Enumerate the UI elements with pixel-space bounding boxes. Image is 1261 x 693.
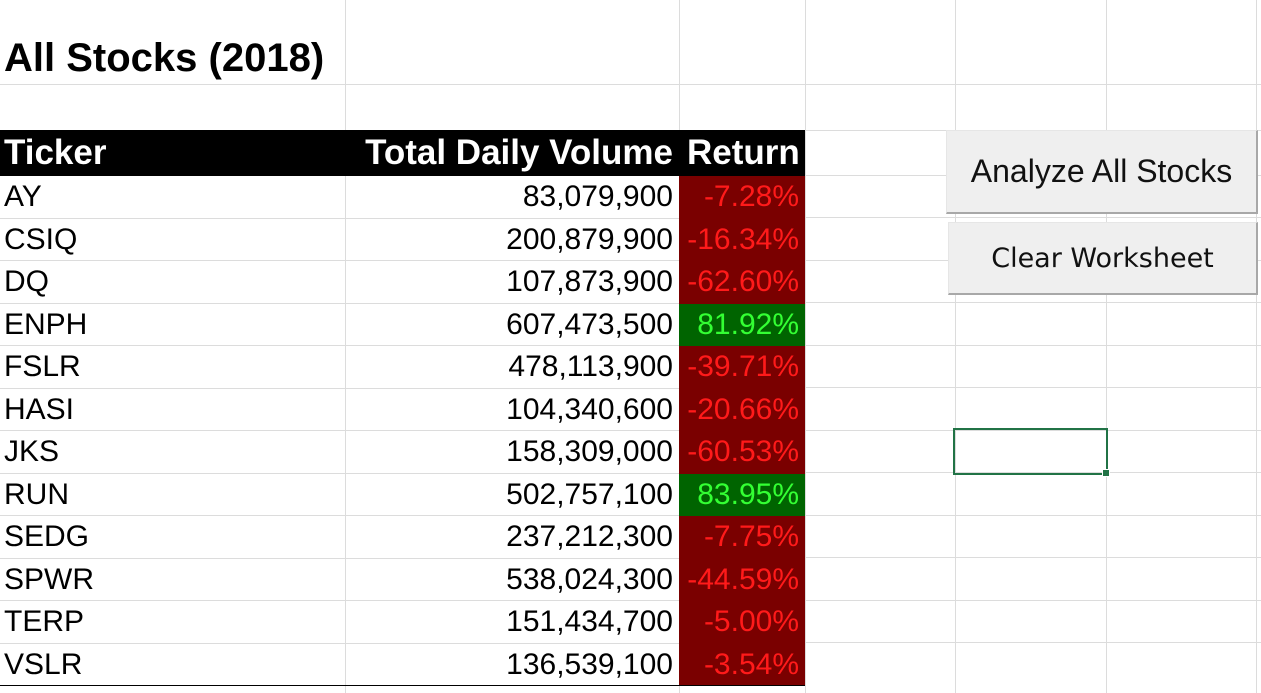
return-cell[interactable]: -7.28% <box>679 176 805 219</box>
volume-cell[interactable]: 200,879,900 <box>506 222 673 256</box>
ticker-cell[interactable]: SEDG <box>4 520 90 554</box>
table-row: VSLR 136,539,100 -3.54% <box>0 643 805 686</box>
table-row: FSLR 478,113,900 -39.71% <box>0 346 805 389</box>
gridline <box>0 84 1261 85</box>
volume-cell[interactable]: 104,340,600 <box>506 392 673 426</box>
ticker-cell[interactable]: DQ <box>4 265 49 299</box>
volume-cell[interactable]: 607,473,500 <box>506 307 673 341</box>
ticker-cell[interactable]: HASI <box>4 392 75 426</box>
gridline <box>805 600 1261 601</box>
return-cell[interactable]: -39.71% <box>679 346 805 389</box>
table-row: DQ 107,873,900 -62.60% <box>0 261 805 304</box>
return-cell[interactable]: -44.59% <box>679 558 805 601</box>
table-row: JKS 158,309,000 -60.53% <box>0 431 805 474</box>
return-cell[interactable]: -16.34% <box>679 218 805 261</box>
clear-worksheet-button[interactable]: Clear Worksheet <box>948 222 1258 295</box>
table-row: HASI 104,340,600 -20.66% <box>0 388 805 431</box>
header-ticker[interactable]: Ticker <box>4 133 107 172</box>
table-row: CSIQ 200,879,900 -16.34% <box>0 218 805 261</box>
gridline <box>805 387 1261 388</box>
gridline <box>805 557 1261 558</box>
volume-cell[interactable]: 502,757,100 <box>506 477 673 511</box>
analyze-all-stocks-button[interactable]: Analyze All Stocks <box>946 130 1258 214</box>
gridline <box>805 345 1261 346</box>
table-row: SPWR 538,024,300 -44.59% <box>0 558 805 601</box>
ticker-cell[interactable]: ENPH <box>4 307 88 341</box>
table-row: RUN 502,757,100 83.95% <box>0 473 805 516</box>
stocks-table: Ticker Total Daily Volume Return AY 83,07… <box>0 130 805 686</box>
volume-cell[interactable]: 136,539,100 <box>506 647 673 681</box>
gridline <box>805 217 1261 218</box>
gridline <box>345 0 346 693</box>
ticker-cell[interactable]: RUN <box>4 477 69 511</box>
volume-cell[interactable]: 237,212,300 <box>506 520 673 554</box>
volume-cell[interactable]: 538,024,300 <box>506 562 673 596</box>
gridline <box>805 302 1261 303</box>
volume-cell[interactable]: 158,309,000 <box>506 435 673 469</box>
gridline <box>805 430 1261 431</box>
table-row: AY 83,079,900 -7.28% <box>0 176 805 219</box>
ticker-cell[interactable]: CSIQ <box>4 222 78 256</box>
gridline <box>805 642 1261 643</box>
volume-cell[interactable]: 107,873,900 <box>506 265 673 299</box>
selected-cell[interactable] <box>953 428 1110 477</box>
ticker-cell[interactable]: AY <box>4 180 42 214</box>
volume-cell[interactable]: 478,113,900 <box>508 350 673 384</box>
ticker-cell[interactable]: VSLR <box>4 647 83 681</box>
ticker-cell[interactable]: TERP <box>4 605 85 639</box>
gridline <box>955 0 956 693</box>
gridline <box>805 0 806 693</box>
volume-cell[interactable]: 151,434,700 <box>506 605 673 639</box>
table-row: TERP 151,434,700 -5.00% <box>0 601 805 644</box>
return-cell[interactable]: -60.53% <box>679 431 805 474</box>
return-cell[interactable]: 81.92% <box>679 303 805 346</box>
fill-handle[interactable] <box>1102 469 1110 477</box>
header-return[interactable]: Return <box>687 133 800 172</box>
gridline <box>1256 0 1257 693</box>
header-total-daily-volume[interactable]: Total Daily Volume <box>365 133 673 172</box>
return-cell[interactable]: -5.00% <box>679 601 805 644</box>
table-header-row: Ticker Total Daily Volume Return <box>0 130 805 176</box>
gridline <box>805 515 1261 516</box>
table-row: SEDG 237,212,300 -7.75% <box>0 516 805 559</box>
sheet-title: All Stocks (2018) <box>4 36 325 80</box>
ticker-cell[interactable]: FSLR <box>4 350 81 384</box>
return-cell[interactable]: 83.95% <box>679 473 805 516</box>
gridline <box>1106 0 1107 693</box>
table-row: ENPH 607,473,500 81.92% <box>0 303 805 346</box>
return-cell[interactable]: -7.75% <box>679 516 805 559</box>
table-body: AY 83,079,900 -7.28% CSIQ 200,879,900 -16.34%… <box>0 176 805 686</box>
ticker-cell[interactable]: SPWR <box>4 562 94 596</box>
ticker-cell[interactable]: JKS <box>4 435 60 469</box>
gridline <box>805 472 1261 473</box>
return-cell[interactable]: -3.54% <box>679 643 805 686</box>
return-cell[interactable]: -20.66% <box>679 388 805 431</box>
return-cell[interactable]: -62.60% <box>679 261 805 304</box>
volume-cell[interactable]: 83,079,900 <box>522 180 673 214</box>
